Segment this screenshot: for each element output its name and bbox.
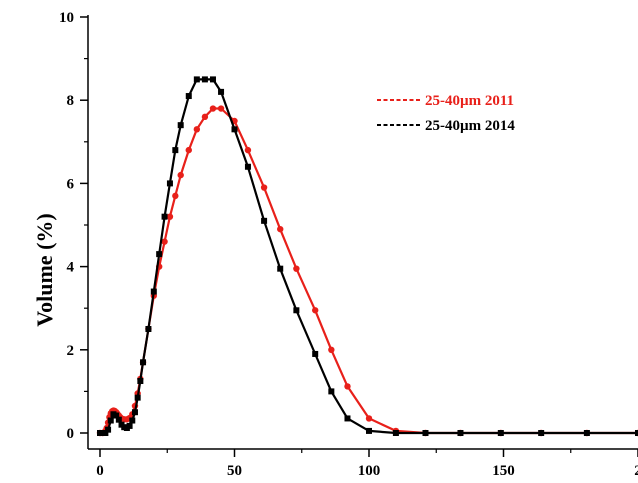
data-point — [166, 213, 174, 220]
y-tick-label: 10 — [59, 10, 74, 26]
data-point — [260, 184, 268, 191]
series-layer — [96, 76, 638, 437]
data-point — [185, 146, 192, 154]
data-point — [328, 388, 335, 395]
data-point — [583, 430, 590, 436]
data-point — [193, 126, 201, 133]
data-point — [244, 146, 252, 154]
data-point — [137, 378, 144, 384]
data-point — [107, 417, 114, 424]
x-tick-label: 2 — [634, 463, 638, 479]
series-1 — [96, 105, 638, 437]
x-tick-label: 100 — [358, 463, 381, 479]
data-point — [156, 251, 163, 258]
data-point — [185, 93, 192, 100]
data-point — [344, 415, 351, 422]
data-point — [209, 76, 216, 83]
data-point — [312, 307, 319, 314]
data-point — [172, 147, 179, 154]
data-point — [538, 430, 545, 436]
legend-label: 25-40µm 2014 — [425, 118, 515, 134]
data-point — [312, 350, 319, 357]
data-point — [209, 105, 217, 112]
data-point — [161, 213, 168, 220]
data-point — [105, 426, 112, 433]
x-tick-label: 150 — [492, 463, 515, 479]
series-line — [100, 107, 638, 435]
data-point — [177, 171, 184, 179]
series-line — [100, 78, 638, 435]
data-point — [365, 415, 373, 422]
data-point — [277, 225, 284, 233]
data-point — [201, 113, 209, 121]
data-point — [126, 422, 133, 429]
data-point — [231, 126, 238, 133]
data-point — [102, 430, 109, 436]
y-tick-label: 2 — [67, 343, 75, 359]
data-point — [244, 163, 251, 170]
y-axis-label: Volume (%) — [32, 213, 57, 326]
data-point — [161, 238, 168, 245]
data-point — [134, 394, 141, 401]
series-2 — [97, 76, 638, 436]
data-point — [457, 430, 464, 436]
data-point — [261, 217, 268, 224]
data-point — [218, 88, 225, 95]
x-tick-label: 0 — [96, 463, 104, 479]
y-tick-label: 4 — [67, 260, 75, 276]
data-point — [177, 122, 184, 129]
data-point — [145, 326, 152, 332]
data-point — [115, 416, 122, 423]
data-point — [193, 76, 200, 83]
data-point — [366, 427, 372, 434]
y-tick-label: 6 — [67, 176, 75, 192]
data-point — [497, 430, 504, 436]
y-tick-label: 0 — [67, 426, 75, 442]
data-point — [277, 265, 284, 272]
y-tick-label: 8 — [67, 93, 75, 109]
data-point — [344, 383, 351, 390]
data-point — [293, 265, 300, 272]
data-point — [113, 412, 120, 419]
data-point — [129, 417, 136, 424]
data-point — [150, 288, 157, 295]
x-tick-label: 50 — [227, 463, 242, 479]
data-point — [201, 76, 208, 83]
legend: 25-40µm 2011 25-40µm 2014 — [377, 93, 515, 134]
data-point — [635, 430, 638, 436]
data-point — [422, 430, 429, 436]
data-point — [140, 359, 147, 366]
data-point — [172, 192, 179, 200]
legend-label: 25-40µm 2011 — [425, 93, 514, 109]
data-point — [166, 180, 173, 187]
data-point — [131, 409, 138, 416]
data-point — [392, 430, 399, 436]
data-point — [217, 105, 225, 112]
data-point — [293, 307, 300, 314]
data-point — [328, 346, 335, 353]
